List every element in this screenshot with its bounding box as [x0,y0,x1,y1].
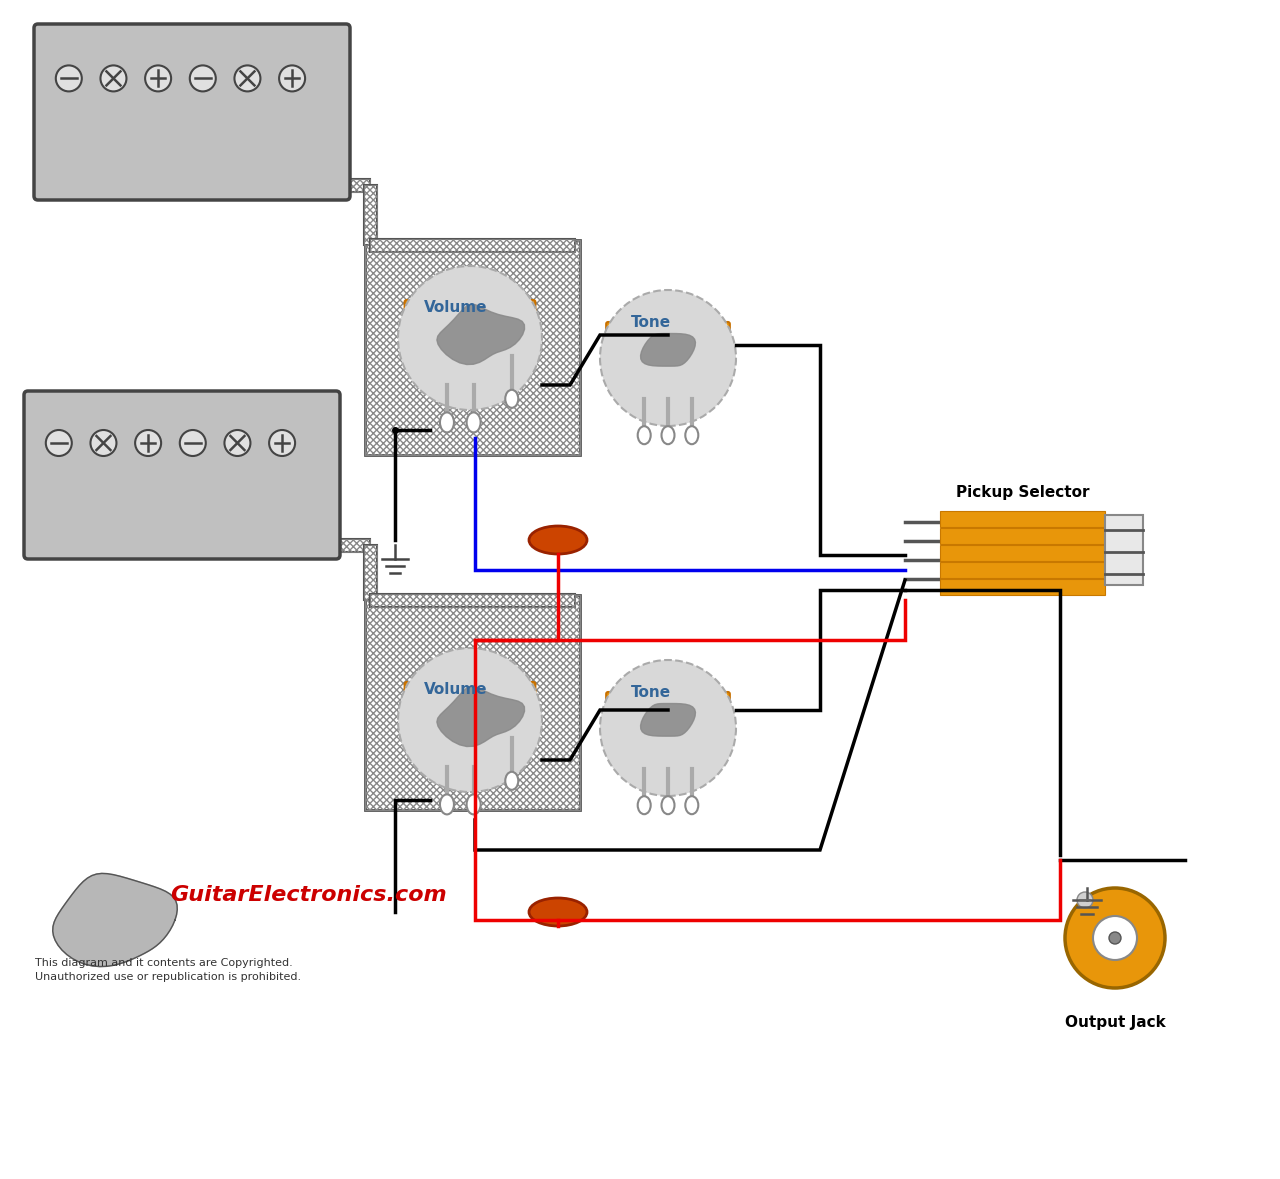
FancyBboxPatch shape [404,681,535,733]
Polygon shape [346,178,370,191]
Bar [940,562,1105,578]
Ellipse shape [529,898,588,926]
Ellipse shape [440,795,454,815]
Text: Pickup Selector: Pickup Selector [956,485,1089,500]
Circle shape [224,430,251,456]
Bar [365,595,580,810]
Circle shape [234,65,260,92]
Polygon shape [364,185,376,245]
Ellipse shape [440,413,454,433]
Circle shape [56,65,82,92]
Text: Volume: Volume [424,301,488,315]
Ellipse shape [506,390,518,408]
Ellipse shape [685,796,699,815]
Bar [365,241,580,455]
Bar [940,511,1105,527]
Polygon shape [335,539,370,552]
Bar [1105,515,1143,585]
Circle shape [1108,933,1121,944]
FancyBboxPatch shape [35,24,349,200]
Bar [940,579,1105,595]
Polygon shape [370,238,575,251]
Circle shape [600,660,736,796]
Polygon shape [436,686,525,746]
Circle shape [279,65,305,92]
Circle shape [600,290,736,426]
Circle shape [1093,916,1137,960]
Circle shape [1076,893,1093,908]
Circle shape [398,266,541,410]
Text: Tone: Tone [631,685,671,700]
Bar [940,528,1105,544]
Circle shape [269,430,296,456]
Bar [365,241,580,455]
Ellipse shape [662,426,675,444]
Polygon shape [364,545,376,600]
Ellipse shape [662,796,675,815]
Polygon shape [640,334,695,367]
Text: Volume: Volume [424,683,488,697]
Polygon shape [640,704,695,736]
Ellipse shape [467,413,480,433]
Bar [940,545,1105,561]
Text: Output Jack: Output Jack [1065,1015,1165,1030]
Ellipse shape [506,772,518,790]
Polygon shape [436,304,525,364]
Circle shape [1065,888,1165,988]
Circle shape [91,430,116,456]
Circle shape [136,430,161,456]
Ellipse shape [467,795,480,815]
FancyBboxPatch shape [607,692,730,740]
Circle shape [398,648,541,792]
Ellipse shape [637,796,650,815]
Text: Tone: Tone [631,315,671,330]
Polygon shape [370,593,575,606]
Ellipse shape [685,426,699,444]
FancyBboxPatch shape [404,299,535,351]
Polygon shape [52,874,177,967]
Circle shape [179,430,206,456]
Text: GuitarElectronics.com: GuitarElectronics.com [170,885,447,905]
Bar [365,595,580,810]
Circle shape [46,430,72,456]
Ellipse shape [529,526,588,554]
FancyBboxPatch shape [24,391,340,559]
Circle shape [145,65,172,92]
FancyBboxPatch shape [607,322,730,370]
Text: This diagram and it contents are Copyrighted.
Unauthorized use or republication : This diagram and it contents are Copyrig… [35,959,301,982]
Circle shape [189,65,216,92]
Ellipse shape [637,426,650,444]
Circle shape [100,65,127,92]
